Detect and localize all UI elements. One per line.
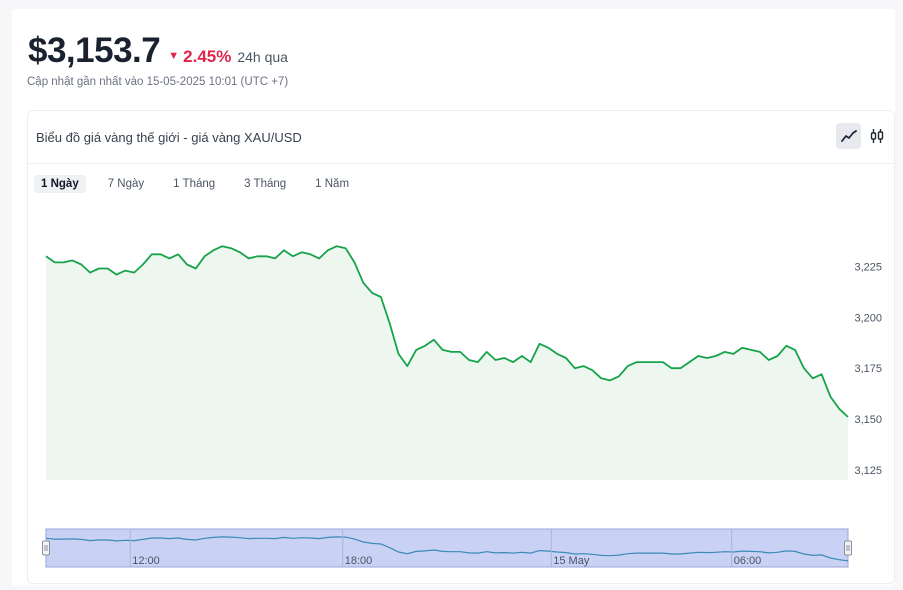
change-period: 24h qua <box>237 49 288 65</box>
navigator-label: 12:00 <box>132 555 160 567</box>
range-1-day[interactable]: 1 Ngày <box>34 175 86 193</box>
current-price: $3,153.7 <box>28 31 161 70</box>
y-axis: 3,225 3,200 3,175 3,150 3,125 <box>854 262 882 477</box>
navigator-label: 15 May <box>553 555 590 567</box>
y-tick-label: 3,225 <box>854 262 882 274</box>
navigator-handle-right[interactable] <box>844 540 852 556</box>
navigator-label: 18:00 <box>345 555 373 567</box>
line-mode-button[interactable] <box>836 123 861 149</box>
main-plot <box>45 245 849 480</box>
panel-divider <box>28 163 894 164</box>
navigator-handle-left[interactable] <box>42 540 50 556</box>
range-1-month[interactable]: 1 Tháng <box>173 178 216 190</box>
chart-title: Biểu đồ giá vàng thế giới - giá vàng XAU… <box>36 130 302 145</box>
change-percent: 2.45% <box>183 47 232 66</box>
y-tick-label: 3,125 <box>854 465 882 477</box>
price-change: ▼ 2.45% 24h qua <box>168 47 288 67</box>
line-chart-icon <box>840 130 857 142</box>
price-area <box>46 246 848 480</box>
navigator-label: 06:00 <box>734 555 762 567</box>
gold-price-card: $3,153.7 ▼ 2.45% 24h qua Cập nhật gần nh… <box>12 9 895 586</box>
navigator-line <box>45 536 849 562</box>
candlestick-mode-button[interactable] <box>864 123 889 149</box>
range-selector: 1 Ngày 7 Ngày 1 Tháng 3 Tháng 1 Năm <box>34 175 371 193</box>
candlestick-icon <box>870 129 883 143</box>
y-tick-label: 3,200 <box>854 312 882 324</box>
price-line <box>45 245 849 418</box>
y-tick-label: 3,150 <box>854 414 882 426</box>
range-1-year[interactable]: 1 Năm <box>315 178 350 190</box>
range-3-months[interactable]: 3 Tháng <box>244 178 287 190</box>
price-row: $3,153.7 ▼ 2.45% 24h qua <box>28 31 288 71</box>
last-updated: Cập nhật gần nhất vào 15-05-2025 10:01 (… <box>27 76 289 88</box>
navigator[interactable]: 12:00 18:00 15 May 06:00 <box>42 528 852 568</box>
y-tick-label: 3,175 <box>854 363 882 375</box>
range-7-days[interactable]: 7 Ngày <box>107 178 145 190</box>
navigator-window[interactable] <box>45 528 849 568</box>
down-arrow-icon: ▼ <box>168 50 180 62</box>
